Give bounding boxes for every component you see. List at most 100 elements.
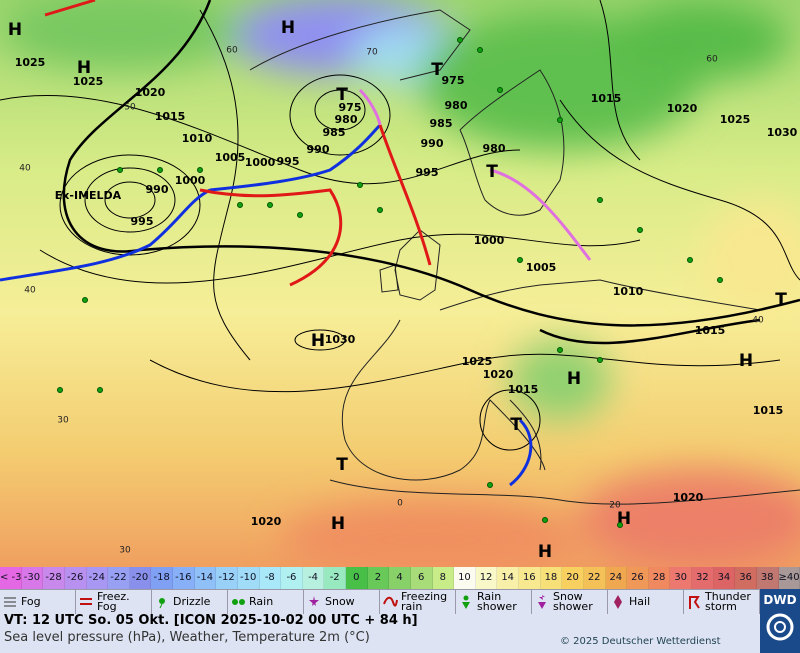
scale-cell: -2 (324, 567, 346, 589)
scale-cell: 28 (648, 567, 671, 589)
pressure-label: 990 (421, 137, 444, 150)
legend-label: Hail (629, 595, 651, 608)
coastlines (249, 9, 800, 505)
scale-cell: -18 (151, 567, 173, 589)
pressure-center: H (311, 331, 325, 351)
temperature-label: 60 (226, 46, 238, 56)
scale-cell: -16 (173, 567, 195, 589)
scale-cell: 22 (583, 567, 606, 589)
legend-label: Freezing rain (401, 590, 448, 613)
temperature-label: 30 (57, 416, 69, 426)
pressure-center: T (431, 60, 443, 80)
rain-symbol (57, 387, 63, 393)
pressure-label: Ex-IMELDA (55, 189, 122, 202)
legend-label: Fog (21, 595, 41, 608)
legend-symbol (80, 598, 92, 605)
scale-cell: 26 (627, 567, 649, 589)
temperature-label: 20 (609, 501, 621, 511)
legend-item: Rain (228, 590, 304, 614)
temperature-label: 0 (397, 499, 403, 509)
legend-label: Freez. Fog (97, 590, 130, 613)
legend-symbol (159, 598, 165, 609)
pressure-label: 1020 (673, 491, 704, 504)
pressure-label: 990 (146, 183, 169, 196)
legend-item: Snow (304, 590, 380, 614)
pressure-center: H (281, 18, 295, 38)
rain-symbol (497, 87, 503, 93)
legend-item: Fog (0, 590, 76, 614)
pressure-label: 980 (335, 113, 358, 126)
logo-swirl (766, 613, 794, 641)
scale-cell: -12 (216, 567, 238, 589)
pressure-label: 1015 (695, 324, 726, 337)
legend-item: Thunder storm (684, 590, 760, 614)
temperature-label: 40 (24, 286, 36, 296)
legend-symbol (309, 596, 319, 606)
temperature-label: 30 (119, 546, 131, 556)
scale-cell: 2 (367, 567, 390, 589)
pressure-center: T (336, 85, 348, 105)
temperature-label: 70 (366, 48, 378, 58)
legend-symbol (232, 599, 245, 605)
legend-item: Freez. Fog (76, 590, 152, 614)
scale-cell: -30 (21, 567, 44, 589)
scale-cell: -22 (108, 567, 130, 589)
pressure-center: H (567, 369, 581, 389)
temperature-label: 50 (124, 103, 136, 113)
scale-cell: -10 (237, 567, 260, 589)
temperature-label: 40 (19, 164, 31, 174)
temperature-label: 40 (752, 316, 764, 326)
legend-symbol (689, 596, 700, 609)
scale-cell: < -30 (0, 567, 22, 589)
legend-item: Freezing rain (380, 590, 456, 614)
pressure-label: 995 (131, 215, 154, 228)
rain-symbol (597, 357, 603, 363)
scale-cell: 8 (432, 567, 455, 589)
pressure-label: 995 (277, 155, 300, 168)
main-isobars (62, 0, 800, 345)
pressure-label: 1015 (753, 404, 784, 417)
pressure-center: H (331, 514, 345, 534)
rain-symbol (237, 202, 243, 208)
pressure-label: 1000 (474, 234, 505, 247)
pressure-label: 1020 (135, 86, 166, 99)
pressure-label: 975 (339, 101, 362, 114)
legend-symbol (4, 597, 16, 607)
pressure-center: H (77, 58, 91, 78)
scale-cell: 18 (540, 567, 563, 589)
rain-symbol (687, 257, 693, 263)
scale-cell: 10 (454, 567, 476, 589)
legend-symbol (462, 595, 470, 609)
rain-symbol (267, 202, 273, 208)
rain-symbol (637, 227, 643, 233)
pressure-center: T (486, 162, 498, 182)
scale-cell: 20 (562, 567, 584, 589)
scale-cell: 0 (346, 567, 368, 589)
scale-cell: -20 (129, 567, 152, 589)
logo-text: DWD (763, 593, 797, 607)
pressure-label: 1025 (720, 113, 751, 126)
pressure-label: 1030 (767, 126, 798, 139)
rain-symbol (477, 47, 483, 53)
legend-label: Thunder storm (705, 590, 751, 613)
pressure-label: 1015 (155, 110, 186, 123)
pressure-label: 1000 (245, 156, 276, 169)
rain-symbol (97, 387, 103, 393)
rain-symbol (717, 277, 723, 283)
pressure-label: 1025 (15, 56, 46, 69)
scale-cell: -14 (194, 567, 217, 589)
fronts (0, 0, 592, 487)
pressure-label: 1025 (462, 355, 493, 368)
temperature-label: 60 (706, 55, 718, 65)
rain-symbol (542, 517, 548, 523)
legend-label: Snow shower (553, 590, 593, 613)
legend-item: Snow shower (532, 590, 608, 614)
rain-symbol (197, 167, 203, 173)
legend-symbol (614, 595, 622, 609)
map-description: Sea level pressure (hPa), Weather, Tempe… (4, 630, 370, 645)
scale-cell: 34 (713, 567, 736, 589)
valid-time: VT: 12 UTC So. 05 Okt. [ICON 2025-10-02 … (4, 613, 418, 628)
pressure-label: 1005 (526, 261, 557, 274)
rain-symbol (597, 197, 603, 203)
